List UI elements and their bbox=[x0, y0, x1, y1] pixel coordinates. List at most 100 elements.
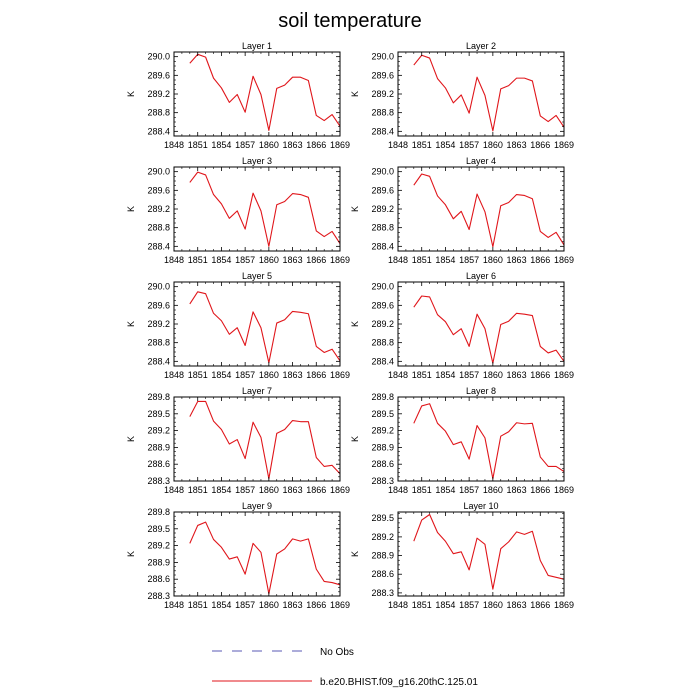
y-tick-label: 288.8 bbox=[147, 223, 170, 233]
panel-title: Layer 5 bbox=[242, 271, 272, 281]
x-tick-label: 1869 bbox=[554, 140, 574, 150]
x-tick-label: 1866 bbox=[306, 255, 326, 265]
panel-title: Layer 7 bbox=[242, 386, 272, 396]
x-tick-label: 1866 bbox=[306, 140, 326, 150]
y-tick-label: 289.2 bbox=[147, 89, 170, 99]
plot-frame bbox=[173, 51, 341, 137]
y-tick-label: 289.6 bbox=[147, 70, 170, 80]
y-tick-label: 288.6 bbox=[147, 574, 170, 584]
x-tick-label: 1857 bbox=[235, 600, 255, 610]
x-tick-label: 1857 bbox=[235, 485, 255, 495]
x-tick-label: 1860 bbox=[483, 485, 503, 495]
x-tick-label: 1866 bbox=[306, 370, 326, 380]
y-tick-label: 288.3 bbox=[371, 476, 394, 486]
x-tick-label: 1848 bbox=[388, 140, 408, 150]
y-tick-label: 289.6 bbox=[147, 300, 170, 310]
y-axis-label: K bbox=[126, 91, 136, 97]
panel-title: Layer 8 bbox=[466, 386, 496, 396]
y-axis-label: K bbox=[126, 551, 136, 557]
x-tick-label: 1851 bbox=[188, 370, 208, 380]
y-tick-label: 289.6 bbox=[371, 300, 394, 310]
y-tick-label: 288.3 bbox=[147, 591, 170, 601]
x-tick-label: 1863 bbox=[507, 140, 527, 150]
series-line bbox=[189, 171, 341, 247]
panel-title: Layer 3 bbox=[242, 156, 272, 166]
y-tick-label: 288.8 bbox=[147, 108, 170, 118]
x-tick-label: 1869 bbox=[554, 485, 574, 495]
y-tick-label: 289.2 bbox=[371, 204, 394, 214]
y-tick-label: 288.3 bbox=[371, 588, 394, 598]
x-tick-label: 1863 bbox=[507, 255, 527, 265]
x-tick-label: 1851 bbox=[412, 140, 432, 150]
y-tick-label: 288.8 bbox=[371, 338, 394, 348]
x-tick-label: 1869 bbox=[330, 485, 350, 495]
x-tick-label: 1851 bbox=[188, 255, 208, 265]
y-tick-label: 289.2 bbox=[371, 89, 394, 99]
plot-frame bbox=[173, 281, 341, 367]
x-tick-label: 1857 bbox=[235, 370, 255, 380]
x-tick-label: 1869 bbox=[330, 255, 350, 265]
x-tick-label: 1869 bbox=[554, 370, 574, 380]
panel-title: Layer 4 bbox=[466, 156, 496, 166]
plot-frame bbox=[397, 511, 565, 597]
x-tick-label: 1866 bbox=[530, 370, 550, 380]
series-line bbox=[413, 513, 565, 590]
x-tick-label: 1863 bbox=[283, 600, 303, 610]
y-tick-label: 289.8 bbox=[147, 392, 170, 402]
x-tick-label: 1854 bbox=[211, 485, 231, 495]
y-tick-label: 290.0 bbox=[147, 167, 170, 177]
x-tick-label: 1848 bbox=[164, 255, 184, 265]
y-tick-label: 289.2 bbox=[147, 319, 170, 329]
series-line bbox=[189, 400, 341, 480]
x-tick-label: 1866 bbox=[530, 140, 550, 150]
legend-label-no-obs: No Obs bbox=[320, 647, 354, 658]
y-tick-label: 289.6 bbox=[147, 185, 170, 195]
x-tick-label: 1848 bbox=[388, 485, 408, 495]
x-tick-label: 1863 bbox=[283, 485, 303, 495]
y-tick-label: 289.5 bbox=[371, 513, 394, 523]
x-tick-label: 1851 bbox=[412, 255, 432, 265]
chart-title: soil temperature bbox=[278, 10, 421, 32]
x-tick-label: 1860 bbox=[259, 370, 279, 380]
y-tick-label: 289.6 bbox=[371, 185, 394, 195]
plot-frame bbox=[397, 166, 565, 252]
panel-title: Layer 2 bbox=[466, 41, 496, 51]
y-tick-label: 288.6 bbox=[371, 459, 394, 469]
x-tick-label: 1854 bbox=[435, 600, 455, 610]
x-tick-label: 1863 bbox=[507, 370, 527, 380]
panel-title: Layer 9 bbox=[242, 501, 272, 511]
x-tick-label: 1848 bbox=[164, 370, 184, 380]
x-tick-label: 1857 bbox=[459, 600, 479, 610]
x-tick-label: 1857 bbox=[459, 485, 479, 495]
x-tick-label: 1869 bbox=[330, 370, 350, 380]
x-tick-label: 1848 bbox=[164, 600, 184, 610]
y-tick-label: 289.6 bbox=[371, 70, 394, 80]
x-tick-label: 1848 bbox=[388, 255, 408, 265]
x-tick-label: 1860 bbox=[483, 255, 503, 265]
panel-title: Layer 10 bbox=[463, 501, 498, 511]
x-tick-label: 1857 bbox=[235, 255, 255, 265]
x-tick-label: 1854 bbox=[435, 140, 455, 150]
x-tick-label: 1860 bbox=[259, 485, 279, 495]
y-tick-label: 288.8 bbox=[371, 223, 394, 233]
plot-frame bbox=[173, 166, 341, 252]
x-tick-label: 1857 bbox=[459, 255, 479, 265]
x-tick-label: 1854 bbox=[435, 485, 455, 495]
y-axis-label: K bbox=[350, 91, 360, 97]
y-axis-label: K bbox=[126, 321, 136, 327]
plot-frame bbox=[397, 51, 565, 137]
y-axis-label: K bbox=[350, 551, 360, 557]
y-axis-label: K bbox=[126, 436, 136, 442]
series-line bbox=[413, 403, 565, 480]
y-tick-label: 289.2 bbox=[147, 204, 170, 214]
y-axis-label: K bbox=[350, 436, 360, 442]
y-tick-label: 288.9 bbox=[371, 551, 394, 561]
plot-frame bbox=[397, 396, 565, 482]
y-tick-label: 288.4 bbox=[147, 241, 170, 251]
legend-label-model: b.e20.BHIST.f09_g16.20thC.125.01 bbox=[320, 677, 478, 688]
